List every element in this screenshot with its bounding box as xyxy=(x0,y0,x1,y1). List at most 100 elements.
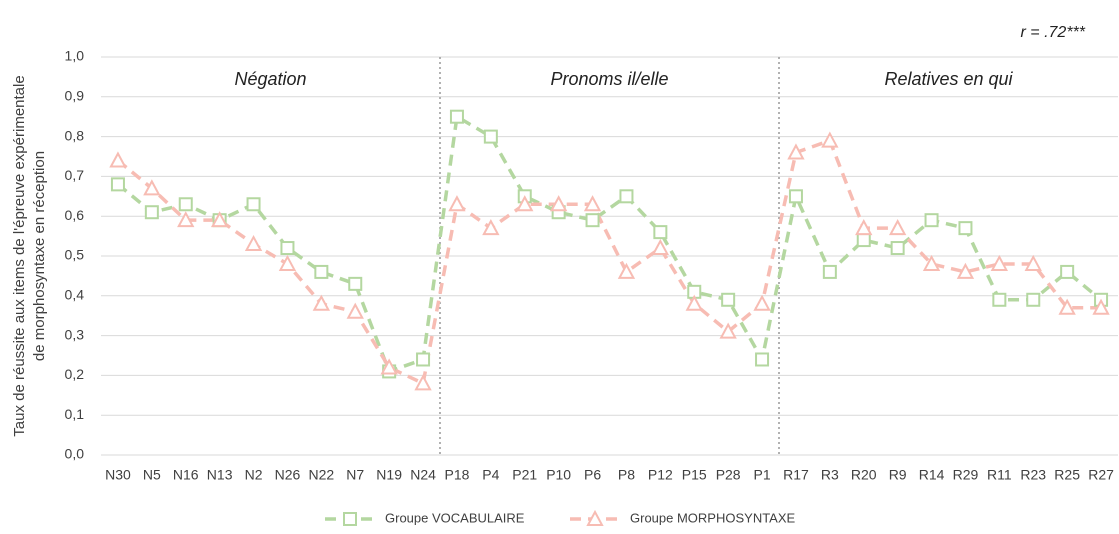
x-tick-label: R17 xyxy=(783,467,809,483)
point-marker xyxy=(855,219,873,236)
point-marker xyxy=(1058,298,1076,315)
point-marker xyxy=(788,189,803,204)
x-tick-label: N24 xyxy=(410,467,436,483)
x-tick-label: R11 xyxy=(987,467,1012,483)
point-marker xyxy=(143,179,161,196)
x-tick-label: R3 xyxy=(821,467,839,483)
legend-label: Groupe MORPHOSYNTAXE xyxy=(630,510,796,525)
point-marker xyxy=(414,374,432,391)
y-tick-label: 0,7 xyxy=(65,167,85,183)
point-marker xyxy=(1060,264,1075,279)
y-tick-label: 0,0 xyxy=(65,446,85,462)
x-tick-label: P21 xyxy=(512,467,537,483)
x-tick-label: R23 xyxy=(1020,467,1046,483)
legend-label: Groupe VOCABULAIRE xyxy=(385,510,525,525)
x-tick-label: N30 xyxy=(105,467,131,483)
x-tick-label: P6 xyxy=(584,467,601,483)
point-marker xyxy=(380,358,398,375)
point-marker xyxy=(619,189,634,204)
x-tick-label: N7 xyxy=(346,467,364,483)
x-tick-label: N5 xyxy=(143,467,161,483)
point-marker xyxy=(1024,254,1042,271)
section-label: Négation xyxy=(234,69,306,89)
point-marker xyxy=(924,213,939,228)
y-tick-label: 0,3 xyxy=(65,326,85,342)
point-marker xyxy=(990,254,1009,271)
y-tick-label: 0,6 xyxy=(65,207,85,223)
section-label: Relatives en qui xyxy=(884,69,1013,89)
x-tick-label: R29 xyxy=(953,467,979,483)
point-marker xyxy=(416,352,431,367)
point-marker xyxy=(755,352,770,367)
series-line xyxy=(116,138,1102,386)
x-tick-label: R14 xyxy=(919,467,945,483)
y-tick-label: 0,9 xyxy=(65,88,85,104)
point-marker xyxy=(178,197,193,212)
point-marker xyxy=(583,195,602,212)
legend-marker xyxy=(343,512,357,526)
x-tick-label: N22 xyxy=(309,467,335,483)
point-marker xyxy=(280,241,295,256)
x-tick-label: P8 xyxy=(618,467,635,483)
point-marker xyxy=(109,151,127,168)
point-marker xyxy=(856,233,871,248)
y-tick-label: 0,1 xyxy=(65,406,85,422)
point-marker xyxy=(1092,298,1110,315)
point-marker xyxy=(651,238,670,256)
point-marker xyxy=(585,213,600,228)
point-marker xyxy=(246,197,261,212)
point-marker xyxy=(821,131,839,148)
point-marker xyxy=(888,219,907,236)
point-marker xyxy=(653,225,668,240)
x-tick-label: N19 xyxy=(376,467,402,483)
point-marker xyxy=(617,262,636,279)
x-tick-label: N2 xyxy=(245,467,263,483)
point-marker xyxy=(177,211,195,228)
point-marker xyxy=(922,254,941,271)
point-marker xyxy=(721,292,736,307)
x-tick-label: P4 xyxy=(482,467,499,483)
point-marker xyxy=(144,205,159,220)
point-marker xyxy=(753,294,771,311)
point-marker xyxy=(449,109,464,124)
point-marker xyxy=(314,264,329,279)
x-tick-label: N13 xyxy=(207,467,233,483)
y-axis-label: Taux de réussite aux items de l'épreuve … xyxy=(11,75,28,436)
point-marker xyxy=(482,219,500,236)
point-marker xyxy=(549,195,568,212)
x-tick-label: N26 xyxy=(275,467,301,483)
legend-marker xyxy=(586,509,604,526)
x-tick-label: R27 xyxy=(1088,467,1114,483)
point-marker xyxy=(956,262,975,279)
x-tick-label: P1 xyxy=(753,467,770,483)
x-tick-label: P28 xyxy=(716,467,741,483)
y-tick-label: 1,0 xyxy=(65,48,85,64)
point-marker xyxy=(822,264,837,279)
annotation: r = .72*** xyxy=(1021,24,1086,41)
point-marker xyxy=(992,292,1007,307)
point-marker xyxy=(244,234,263,252)
x-tick-label: R9 xyxy=(889,467,907,483)
y-tick-label: 0,4 xyxy=(65,287,85,303)
point-marker xyxy=(1026,292,1041,307)
x-tick-label: P10 xyxy=(546,467,571,483)
x-tick-label: N16 xyxy=(173,467,199,483)
y-tick-label: 0,5 xyxy=(65,247,85,263)
x-tick-label: R20 xyxy=(851,467,877,483)
x-tick-label: P15 xyxy=(682,467,707,483)
point-marker xyxy=(516,195,534,212)
y-tick-label: 0,2 xyxy=(65,366,85,382)
point-marker xyxy=(210,211,229,228)
point-marker xyxy=(278,254,297,271)
point-marker xyxy=(348,276,363,291)
section-label: Pronoms il/elle xyxy=(550,69,668,89)
point-marker xyxy=(312,294,331,311)
point-marker xyxy=(110,177,125,192)
point-marker xyxy=(685,294,703,311)
y-axis-label: de morphosyntaxe en réception xyxy=(31,151,48,361)
point-marker xyxy=(483,129,498,144)
y-tick-label: 0,8 xyxy=(65,127,85,143)
x-tick-label: P12 xyxy=(648,467,673,483)
point-marker xyxy=(346,302,364,319)
